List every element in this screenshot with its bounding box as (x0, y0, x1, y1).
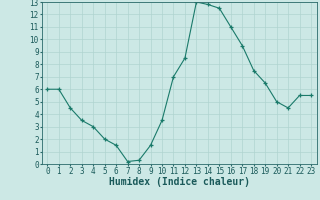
X-axis label: Humidex (Indice chaleur): Humidex (Indice chaleur) (109, 177, 250, 187)
